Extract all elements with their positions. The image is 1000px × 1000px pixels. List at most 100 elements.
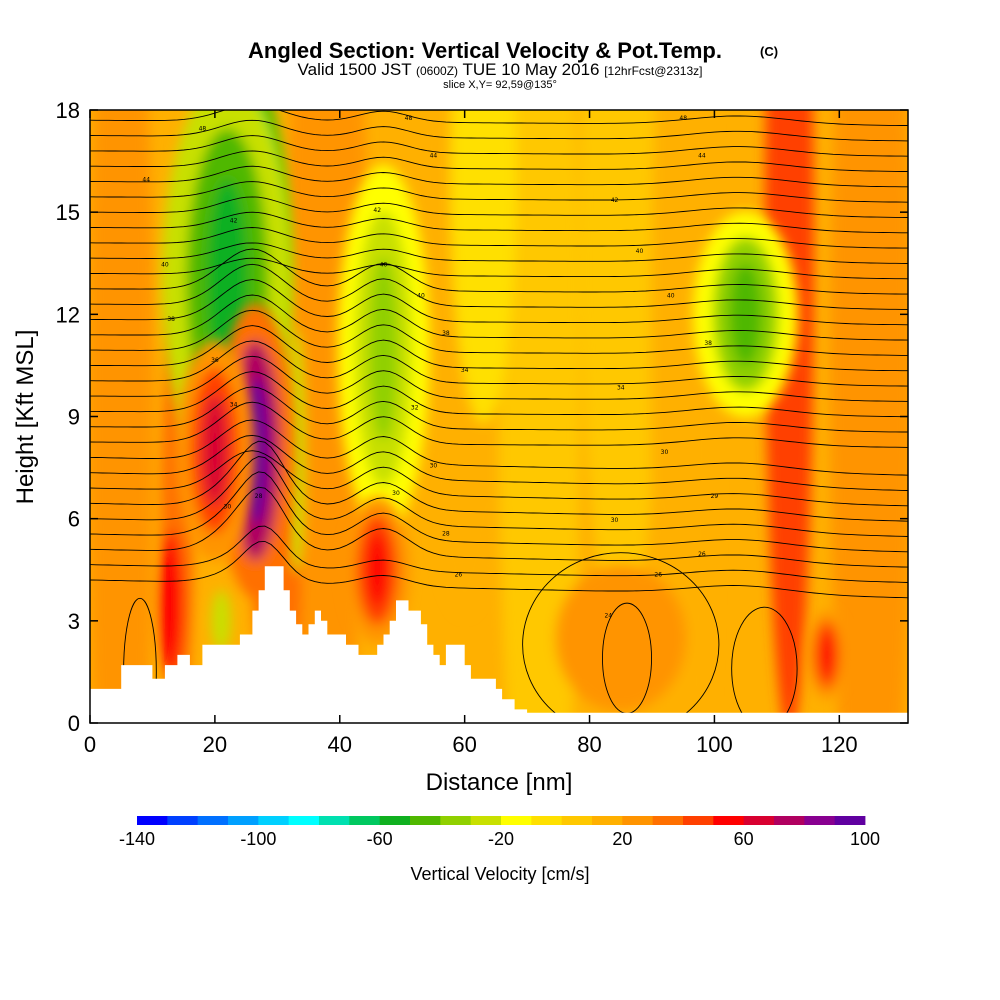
subtitle-valid: Valid 1500 JST xyxy=(298,60,412,79)
theta-contour-line xyxy=(90,211,908,234)
colorbar-label: Vertical Velocity [cm/s] xyxy=(410,864,589,884)
contour-label: 42 xyxy=(230,217,238,224)
colorbar-swatch xyxy=(652,816,684,825)
theta-contour-line xyxy=(90,371,908,418)
field-blob xyxy=(450,110,517,424)
colorbar-swatch xyxy=(531,816,563,825)
y-tick-label: 12 xyxy=(56,302,80,327)
contour-label: 28 xyxy=(442,531,450,538)
colorbar-swatch xyxy=(561,816,593,825)
contour-label: 24 xyxy=(604,612,612,619)
velocity-features xyxy=(161,110,847,700)
contour-label: 26 xyxy=(455,572,463,579)
plot-area: 48 48 48 44 44 44 42 42 42 40 40 40 40 40 38 38 38 36 34 34… xyxy=(90,110,908,723)
theta-contour-line xyxy=(90,325,908,372)
colorbar-swatch xyxy=(288,816,320,825)
contour-label: 40 xyxy=(161,262,169,269)
feature-core xyxy=(820,632,833,677)
theta-contour-line xyxy=(90,135,908,157)
contour-label: 28 xyxy=(255,493,263,500)
colorbar xyxy=(137,816,866,825)
theta-contours xyxy=(90,110,908,723)
y-tick-label: 18 xyxy=(56,98,80,123)
contour-label: 38 xyxy=(442,330,450,337)
theta-contour-line xyxy=(90,257,908,280)
theta-contour-line xyxy=(90,110,908,126)
velocity-feature-7 xyxy=(807,610,847,700)
colorbar-swatch xyxy=(440,816,472,825)
x-axis-label: Distance [nm] xyxy=(426,769,573,796)
velocity-feature-5 xyxy=(175,340,255,561)
colorbar-swatch xyxy=(501,816,532,825)
theta-contour-line xyxy=(90,181,908,203)
contour-label: 42 xyxy=(611,197,619,204)
theta-contour-line xyxy=(90,386,908,433)
contour-label: 36 xyxy=(211,357,219,364)
theta-contour-line xyxy=(90,150,908,172)
colorbar-swatch xyxy=(713,816,745,825)
x-tick-label: 60 xyxy=(452,732,476,757)
theta-contour-line xyxy=(90,471,908,553)
contour-label: 40 xyxy=(380,262,388,269)
colorbar-swatch xyxy=(683,816,714,825)
theta-contour-line xyxy=(90,279,908,326)
theta-contour-line xyxy=(90,248,908,295)
feature-core xyxy=(202,395,228,506)
theta-contour-line xyxy=(90,440,908,522)
contour-label: 40 xyxy=(417,292,425,299)
feature-core xyxy=(367,532,388,607)
theta-contour-line xyxy=(90,434,908,491)
colorbar-swatch xyxy=(197,816,229,825)
contour-labels: 48 48 48 44 44 44 42 42 42 40 40 40 40 40 38 38 38 36 34 34… xyxy=(142,115,718,619)
colorbar-swatch xyxy=(349,816,381,825)
contour-label: 34 xyxy=(230,401,238,408)
theta-contour-line xyxy=(90,294,908,341)
theta-contour-line xyxy=(90,165,908,188)
contour-label: 29 xyxy=(711,493,719,500)
chart-title: Angled Section: Vertical Velocity & Pot.… xyxy=(248,38,722,63)
chart-title-unit: (C) xyxy=(760,44,778,59)
contour-label: 44 xyxy=(698,153,706,160)
theta-contour-closed xyxy=(731,606,798,723)
contour-label: 40 xyxy=(667,292,675,299)
contour-label: 44 xyxy=(142,177,150,184)
theta-contour-line xyxy=(90,525,908,583)
feature-core xyxy=(729,262,763,366)
contour-label: 26 xyxy=(654,572,662,579)
contour-label: 30 xyxy=(661,449,669,456)
slice-label: slice X,Y= 92,59@135° xyxy=(443,79,557,91)
theta-contour-line xyxy=(90,309,908,356)
theta-contour-line xyxy=(90,119,908,142)
colorbar-tick-label: 60 xyxy=(734,829,754,849)
field-blob xyxy=(90,110,154,723)
subtitle-fcst: [12hrFcst@2313z] xyxy=(604,64,702,78)
field-blob xyxy=(579,110,662,642)
field-blob xyxy=(158,530,184,678)
y-tick-label: 3 xyxy=(68,609,80,634)
x-tick-label: 120 xyxy=(821,732,858,757)
contour-label: 38 xyxy=(704,340,712,347)
theta-contour-line xyxy=(90,340,908,387)
colorbar-swatch xyxy=(228,816,259,825)
colorbar-swatch xyxy=(258,816,290,825)
colorbar-swatch xyxy=(470,816,502,825)
contour-label: 30 xyxy=(611,517,619,524)
theta-contour-line xyxy=(90,196,908,218)
colorbar-tick-label: 20 xyxy=(612,829,632,849)
subtitle-utc: (0600Z) xyxy=(416,64,458,78)
terrain xyxy=(90,566,908,723)
colorbar-swatch xyxy=(804,816,836,825)
feature-core xyxy=(369,256,398,441)
theta-contour-line xyxy=(90,355,908,402)
field-blob xyxy=(650,110,716,723)
contour-label: 26 xyxy=(698,551,706,558)
y-tick-label: 6 xyxy=(68,507,80,532)
field-blob xyxy=(555,564,687,712)
colorbar-swatch xyxy=(592,816,623,825)
y-tick-label: 9 xyxy=(68,405,80,430)
x-tick-label: 20 xyxy=(203,732,227,757)
colorbar-tick-label: 100 xyxy=(850,829,880,849)
x-axis-ticks: 0 20 40 60 80 100 120 xyxy=(84,110,858,757)
